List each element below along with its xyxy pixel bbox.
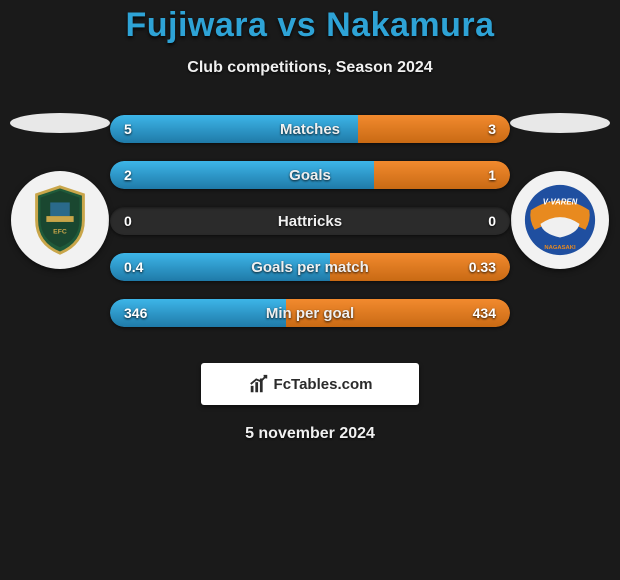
stat-row: 53Matches	[110, 115, 510, 143]
stat-row: 346434Min per goal	[110, 299, 510, 327]
brand-label: FcTables.com	[274, 376, 373, 393]
stat-row: 21Goals	[110, 161, 510, 189]
brand-box[interactable]: FcTables.com	[201, 363, 419, 405]
right-team-badge: V·VAREN NAGASAKI	[511, 171, 609, 269]
right-flag-icon	[510, 113, 610, 133]
shield-icon: EFC	[21, 181, 99, 259]
stat-label: Goals per match	[110, 253, 510, 281]
left-team-badge: EFC	[11, 171, 109, 269]
stat-label: Hattricks	[110, 207, 510, 235]
right-player-column: V·VAREN NAGASAKI	[500, 105, 620, 269]
chart-icon	[248, 373, 270, 395]
subtitle: Club competitions, Season 2024	[0, 59, 620, 77]
svg-text:NAGASAKI: NAGASAKI	[544, 245, 576, 251]
stat-label: Min per goal	[110, 299, 510, 327]
stat-label: Matches	[110, 115, 510, 143]
comparison-card: Fujiwara vs Nakamura Club competitions, …	[0, 0, 620, 443]
stat-row: 00Hattricks	[110, 207, 510, 235]
stat-label: Goals	[110, 161, 510, 189]
comparison-content: EFC V·VAREN NAGASAKI 53Matches 21Goals 00H…	[0, 115, 620, 355]
page-title: Fujiwara vs Nakamura	[0, 6, 620, 45]
svg-text:EFC: EFC	[53, 229, 67, 236]
crest-icon: V·VAREN NAGASAKI	[521, 181, 599, 259]
stat-bars: 53Matches 21Goals 00Hattricks 0.40.33Goals …	[110, 115, 510, 345]
left-player-column: EFC	[0, 105, 120, 269]
date-label: 5 november 2024	[0, 425, 620, 443]
left-flag-icon	[10, 113, 110, 133]
svg-text:V·VAREN: V·VAREN	[543, 197, 578, 206]
stat-row: 0.40.33Goals per match	[110, 253, 510, 281]
